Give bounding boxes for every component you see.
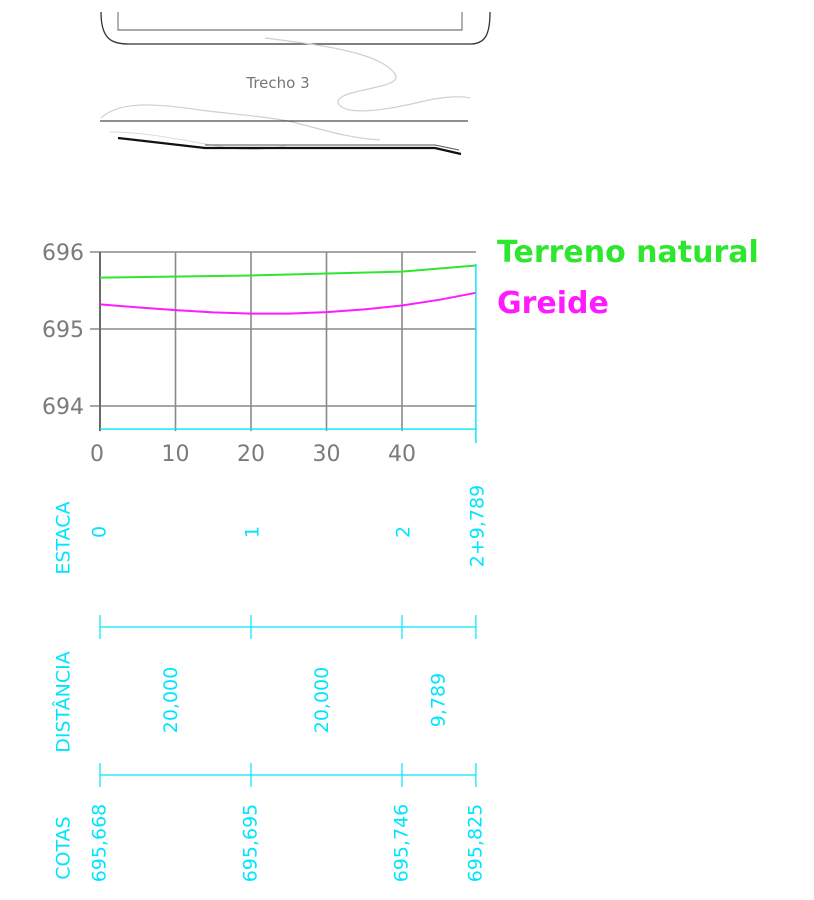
x-tick-label: 10 [162,442,190,467]
estaca-value: 2+9,789 [466,485,488,567]
y-tick-label: 695 [42,318,84,343]
cota-value: 695,668 [89,804,111,883]
edge-line-inner [205,144,460,151]
x-tick-label: 0 [90,442,104,467]
x-tick-label: 40 [388,442,416,467]
plan-inner-frame [117,12,463,31]
series-line-terreno-natural [99,264,476,279]
cota-value: 695,695 [240,804,262,883]
profile-table: ESTACA 0 1 2 2+9,789 DISTÂNCIA 20,000 20,000 9,7… [52,485,489,882]
distancia-label: DISTÂNCIA [52,651,75,753]
contour-line [264,37,471,112]
x-tick-label: 30 [313,442,341,467]
estaca-label: ESTACA [53,501,75,574]
chart-grid [90,251,476,432]
distancia-value: 9,789 [427,673,449,727]
estaca-value: 2 [393,526,415,538]
chart-series [99,264,477,315]
cotas-label: COTAS [53,816,75,879]
distancia-value: 20,000 [160,667,182,733]
estaca-value: 1 [242,526,264,538]
plan-road-frame [100,11,491,45]
series-line-greide [99,291,477,315]
edge-line [117,136,462,156]
estaca-value: 0 [89,526,111,538]
distancia-value: 20,000 [311,667,333,733]
contour-line [100,104,381,141]
legend-terreno-natural: Terreno natural [497,235,759,270]
cota-value: 695,746 [391,804,413,883]
y-tick-label: 694 [42,395,84,420]
cota-value: 695,825 [464,804,486,883]
x-tick-label: 20 [237,442,265,467]
legend-greide: Greide [497,286,609,321]
section-label: Trecho 3 [245,74,309,92]
y-tick-label: 696 [42,241,84,266]
